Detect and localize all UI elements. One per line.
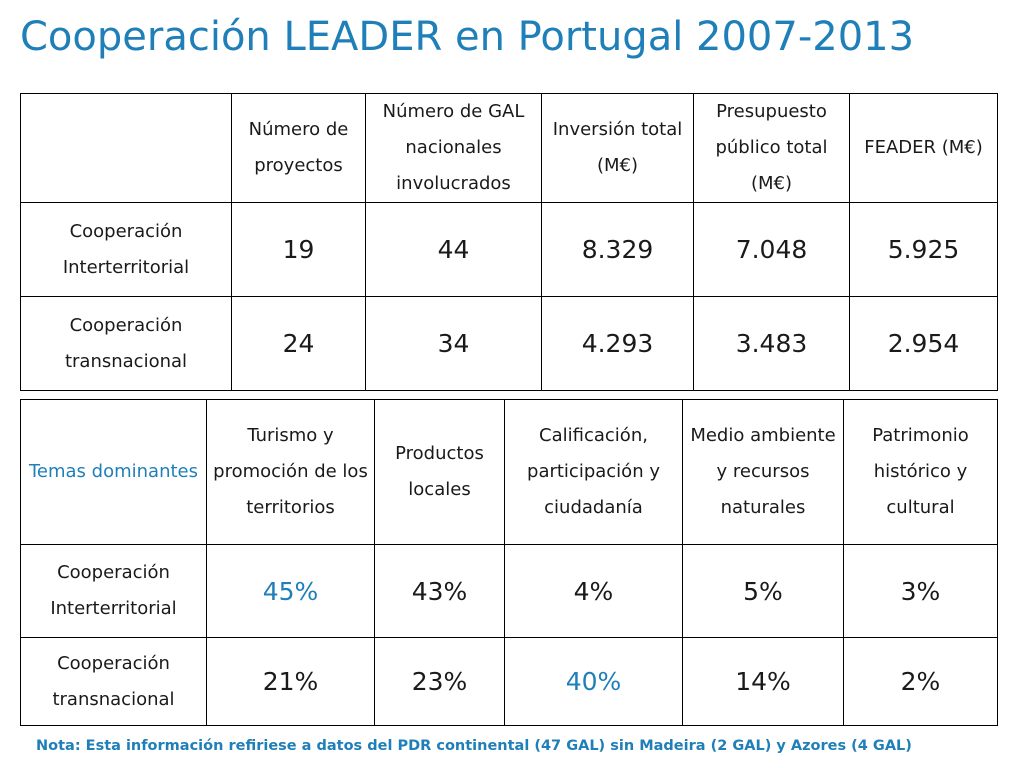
table-header-row: Número de proyectos Número de GAL nacion…: [20, 93, 998, 203]
value-cell: 2%: [843, 637, 998, 726]
value-cell-highlight: 40%: [504, 637, 683, 726]
projects-table: Número de proyectos Número de GAL nacion…: [20, 93, 998, 391]
header-cell-empty: [20, 93, 232, 203]
header-numero-gal: Número de GAL nacionales involucrados: [365, 93, 542, 203]
table-header-row: Temas dominantes Turismo y promoción de …: [20, 399, 998, 545]
value-cell: 2.954: [849, 296, 998, 391]
header-feader: FEADER (M€): [849, 93, 998, 203]
value-cell: 5.925: [849, 202, 998, 297]
page-title: Cooperación LEADER en Portugal 2007-2013: [20, 14, 915, 60]
header-temas-dominantes: Temas dominantes: [20, 399, 207, 545]
value-cell: 5%: [682, 544, 844, 638]
header-inversion-total: Inversión total (M€): [541, 93, 694, 203]
header-presupuesto-publico: Presupuesto público total (M€): [693, 93, 850, 203]
themes-table: Temas dominantes Turismo y promoción de …: [20, 399, 998, 726]
table-row: Cooperación Interterritorial 19 44 8.329…: [20, 202, 998, 297]
value-cell: 23%: [374, 637, 505, 726]
table-row: Cooperación Interterritorial 45% 43% 4% …: [20, 544, 998, 638]
value-cell: 34: [365, 296, 542, 391]
value-cell: 4.293: [541, 296, 694, 391]
header-medio-ambiente: Medio ambiente y recursos naturales: [682, 399, 844, 545]
header-numero-proyectos: Número de proyectos: [231, 93, 366, 203]
value-cell: 8.329: [541, 202, 694, 297]
header-patrimonio: Patrimonio histórico y cultural: [843, 399, 998, 545]
footnote: Nota: Esta información refiriese a datos…: [36, 738, 912, 754]
table-row: Cooperación transnacional 24 34 4.293 3.…: [20, 296, 998, 391]
value-cell: 3.483: [693, 296, 850, 391]
value-cell: 4%: [504, 544, 683, 638]
row-label-transnacional: Cooperación transnacional: [20, 296, 232, 391]
value-cell: 43%: [374, 544, 505, 638]
row-label-interterritorial: Cooperación Interterritorial: [20, 202, 232, 297]
value-cell: 3%: [843, 544, 998, 638]
value-cell: 19: [231, 202, 366, 297]
header-turismo: Turismo y promoción de los territorios: [206, 399, 375, 545]
value-cell-highlight: 45%: [206, 544, 375, 638]
value-cell: 7.048: [693, 202, 850, 297]
value-cell: 24: [231, 296, 366, 391]
value-cell: 44: [365, 202, 542, 297]
row-label-transnacional: Cooperación transnacional: [20, 637, 207, 726]
row-label-interterritorial: Cooperación Interterritorial: [20, 544, 207, 638]
value-cell: 21%: [206, 637, 375, 726]
value-cell: 14%: [682, 637, 844, 726]
header-productos-locales: Productos locales: [374, 399, 505, 545]
table-row: Cooperación transnacional 21% 23% 40% 14…: [20, 637, 998, 726]
header-calificacion: Calificación, participación y ciudadanía: [504, 399, 683, 545]
